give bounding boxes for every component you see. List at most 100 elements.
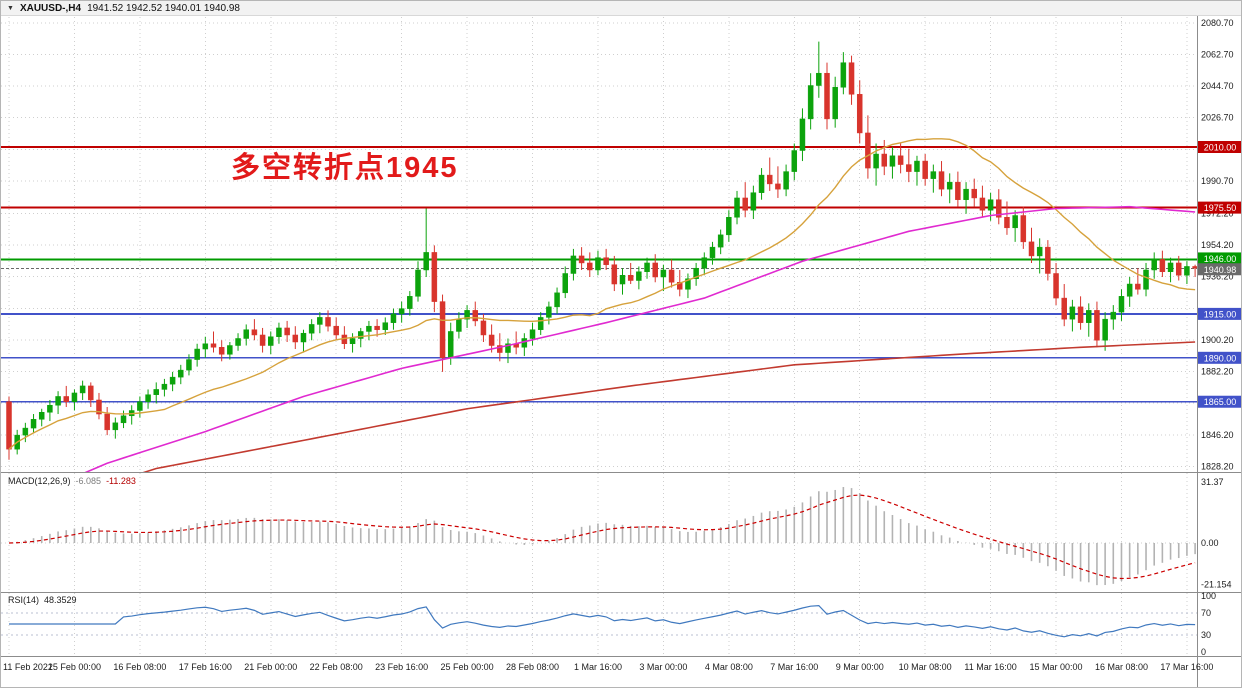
candle (595, 250, 601, 276)
candle (251, 319, 258, 341)
candle (529, 322, 536, 346)
candle (79, 380, 86, 400)
ma-fast-line (8, 138, 1196, 450)
macd-panel[interactable] (1, 486, 1197, 586)
price-tick-label: 1954.20 (1201, 240, 1234, 250)
candle (398, 301, 405, 323)
candle (578, 247, 585, 270)
time-tick-label: 3 Mar 00:00 (639, 662, 687, 672)
candle (300, 329, 307, 353)
candle (366, 320, 372, 341)
candle (816, 41, 822, 98)
symbol-period-label: XAUUSD-,H4 (19, 2, 82, 14)
candle (128, 405, 135, 425)
svg-text:1890.00: 1890.00 (1204, 353, 1237, 363)
price-tick-label: 2080.70 (1201, 18, 1234, 28)
candle (840, 52, 847, 95)
candle (186, 354, 192, 376)
rsi-panel[interactable] (1, 604, 1197, 638)
candle (791, 143, 798, 181)
time-tick-label: 23 Feb 16:00 (375, 662, 428, 672)
candle (537, 312, 544, 335)
candle (1069, 299, 1076, 332)
candle (889, 147, 896, 179)
macd-signal-value: -11.283 (106, 476, 136, 486)
candle (1094, 301, 1100, 348)
candle (1151, 252, 1157, 279)
candle (848, 55, 855, 105)
candle (636, 266, 642, 290)
candles-layer (6, 41, 1197, 460)
candle (1077, 296, 1084, 330)
rsi-axis-label: 70 (1201, 608, 1211, 618)
candle (783, 164, 789, 197)
horizontal-level-lines[interactable] (1, 146, 1197, 403)
svg-text:2010.00: 2010.00 (1204, 143, 1237, 153)
candle (856, 80, 863, 144)
candle (750, 185, 757, 220)
candle (161, 378, 168, 397)
rsi-axis-label: 0 (1201, 647, 1206, 657)
candle (627, 262, 634, 285)
time-tick-label: 16 Feb 08:00 (113, 662, 166, 672)
price-tick-label: 2044.70 (1201, 81, 1234, 91)
chart-header: ▼ XAUUSD-,H4 1941.52 1942.52 1940.01 194… (1, 1, 1241, 16)
candle (668, 259, 675, 288)
macd-axis-label: -21.154 (1201, 579, 1232, 589)
candle (71, 389, 78, 411)
candle (276, 322, 282, 344)
candle (55, 391, 61, 415)
candle (881, 139, 888, 176)
price-tick-label: 1900.20 (1201, 335, 1234, 345)
candle (382, 317, 389, 335)
rsi-title: RSI(14) (8, 595, 40, 605)
candle (308, 319, 315, 341)
candle (472, 301, 479, 327)
grid-layer (1, 17, 1197, 656)
candle (88, 382, 94, 407)
price-tick-label: 2062.70 (1201, 49, 1234, 59)
symbol-dropdown-icon[interactable]: ▼ (7, 4, 14, 12)
time-tick-label: 17 Feb 16:00 (179, 662, 232, 672)
time-tick-label: 15 Feb 00:00 (48, 662, 101, 672)
candle (807, 73, 814, 130)
candle (644, 257, 650, 279)
time-tick-label: 25 Feb 00:00 (441, 662, 494, 672)
time-tick-label: 17 Mar 16:00 (1160, 662, 1213, 672)
candle (758, 168, 765, 200)
price-tick-label: 1846.20 (1201, 430, 1234, 440)
rsi-axis-label: 100 (1201, 591, 1216, 601)
macd-main-value: -6.085 (75, 476, 102, 486)
candle (521, 333, 528, 357)
ohlc-values: 1941.52 1942.52 1940.01 1940.98 (87, 2, 240, 14)
candle (1159, 250, 1166, 277)
candle (96, 392, 102, 420)
macd-axis-label: 31.37 (1201, 477, 1224, 487)
moving-averages-layer (8, 138, 1196, 473)
ma-slow-line (139, 341, 1196, 473)
time-tick-label: 11 Mar 16:00 (964, 662, 1016, 672)
candle (1086, 303, 1092, 337)
candle (660, 264, 667, 292)
candle (709, 241, 716, 265)
chart-text-annotation[interactable]: 多空转折点1945 (231, 152, 459, 184)
candle (996, 189, 1002, 225)
candle (832, 76, 838, 128)
svg-text:1946.00: 1946.00 (1204, 254, 1237, 264)
candle (824, 62, 830, 130)
candle (227, 342, 233, 360)
candle (930, 164, 937, 193)
candle (194, 343, 200, 367)
candle (1110, 305, 1117, 330)
candle (562, 266, 568, 299)
rsi-axis-label: 30 (1201, 630, 1211, 640)
candle (464, 305, 470, 328)
candle (210, 331, 217, 353)
macd-title: MACD(12,26,9) (8, 476, 71, 486)
candle (390, 308, 397, 330)
candle (259, 327, 266, 353)
price-axis[interactable]: 2080.702062.702044.702026.701990.701972.… (1198, 18, 1242, 657)
